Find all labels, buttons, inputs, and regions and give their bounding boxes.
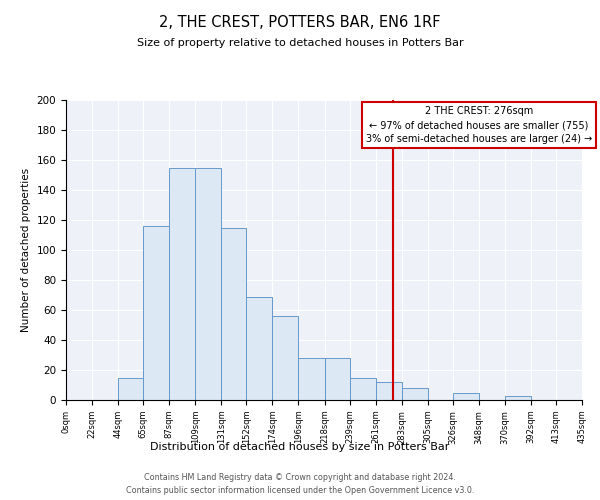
- Text: 2 THE CREST: 276sqm
← 97% of detached houses are smaller (755)
3% of semi-detach: 2 THE CREST: 276sqm ← 97% of detached ho…: [365, 106, 592, 144]
- Text: Size of property relative to detached houses in Potters Bar: Size of property relative to detached ho…: [137, 38, 463, 48]
- Bar: [247, 296, 272, 400]
- Bar: [350, 378, 376, 400]
- Bar: [453, 392, 479, 400]
- Text: Contains HM Land Registry data © Crown copyright and database right 2024.: Contains HM Land Registry data © Crown c…: [144, 472, 456, 482]
- Bar: [272, 316, 298, 400]
- Y-axis label: Number of detached properties: Number of detached properties: [21, 168, 31, 332]
- Bar: [169, 168, 195, 400]
- Text: 2, THE CREST, POTTERS BAR, EN6 1RF: 2, THE CREST, POTTERS BAR, EN6 1RF: [159, 15, 441, 30]
- Bar: [376, 382, 401, 400]
- Bar: [401, 388, 428, 400]
- Bar: [298, 358, 325, 400]
- Text: Contains public sector information licensed under the Open Government Licence v3: Contains public sector information licen…: [126, 486, 474, 495]
- Bar: [118, 378, 143, 400]
- Bar: [505, 396, 531, 400]
- Bar: [143, 226, 169, 400]
- Bar: [195, 168, 221, 400]
- Text: Distribution of detached houses by size in Potters Bar: Distribution of detached houses by size …: [151, 442, 449, 452]
- Bar: [325, 358, 350, 400]
- Bar: [221, 228, 247, 400]
